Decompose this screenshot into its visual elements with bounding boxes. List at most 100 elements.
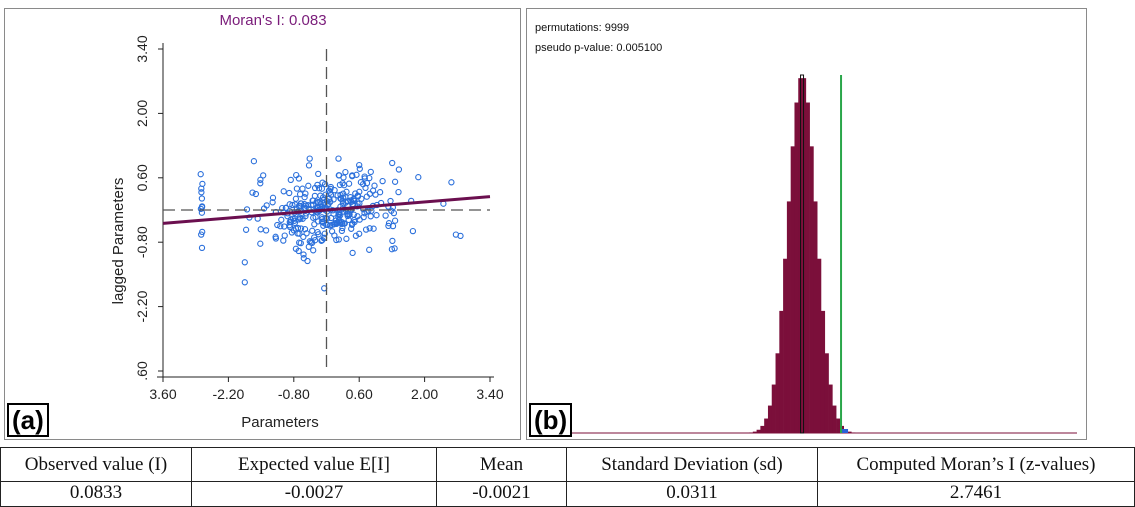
value-observed: 0.0833 bbox=[1, 482, 192, 507]
chart-title: Moran's I: 0.083 bbox=[219, 12, 326, 29]
x-tick-label: -0.80 bbox=[278, 386, 310, 402]
scatter-point bbox=[410, 229, 415, 234]
scatter-point bbox=[281, 189, 286, 194]
x-tick-label: 2.00 bbox=[411, 386, 438, 402]
y-tick-label: 0.60 bbox=[134, 164, 150, 191]
scatter-point bbox=[244, 227, 249, 232]
scatter-point bbox=[416, 175, 421, 180]
scatter-point bbox=[390, 160, 395, 165]
header-sd: Standard Deviation (sd) bbox=[567, 448, 818, 482]
scatter-point bbox=[199, 245, 204, 250]
scatter-point bbox=[367, 247, 372, 252]
histogram-bar bbox=[825, 353, 829, 433]
y-axis-label: lagged Parameters bbox=[110, 178, 127, 305]
scatter-point bbox=[288, 177, 293, 182]
scatter-point bbox=[449, 180, 454, 185]
scatter-point bbox=[293, 196, 298, 201]
histogram-bar bbox=[829, 385, 833, 433]
scatter-point bbox=[347, 181, 352, 186]
scatter-point bbox=[287, 190, 292, 195]
scatter-point bbox=[307, 156, 312, 161]
scatter-point bbox=[306, 163, 311, 168]
table-header-row: Observed value (I) Expected value E[I] M… bbox=[1, 448, 1135, 482]
scatter-point bbox=[380, 179, 385, 184]
scatter-point bbox=[396, 167, 401, 172]
table-row: 0.0833 -0.0027 -0.0021 0.0311 2.7461 bbox=[1, 482, 1135, 507]
histogram-bar bbox=[783, 259, 787, 433]
histogram-bar bbox=[772, 385, 776, 433]
scatter-point bbox=[393, 179, 398, 184]
scatter-point bbox=[242, 280, 247, 285]
histogram-bar bbox=[768, 406, 772, 433]
x-axis-label: Parameters bbox=[241, 414, 319, 431]
histogram-bar bbox=[787, 201, 791, 433]
histogram-bar bbox=[802, 78, 806, 433]
scatter-point bbox=[367, 191, 372, 196]
y-tick-label: -2.20 bbox=[134, 290, 150, 322]
value-zvalue: 2.7461 bbox=[818, 482, 1135, 507]
x-tick-label: -2.20 bbox=[212, 386, 244, 402]
scatter-point bbox=[393, 218, 398, 223]
scatter-point bbox=[264, 228, 269, 233]
histogram-bar bbox=[764, 419, 768, 433]
scatter-point bbox=[350, 250, 355, 255]
histogram-bar bbox=[757, 430, 761, 433]
scatter-point bbox=[341, 175, 346, 180]
scatter-point bbox=[312, 193, 317, 198]
scatter-point bbox=[301, 234, 306, 239]
scatter-point bbox=[301, 252, 306, 257]
histogram-bar bbox=[749, 432, 753, 433]
panel-label-b: (b) bbox=[529, 403, 572, 437]
histogram-bar bbox=[817, 259, 821, 433]
scatter-point bbox=[343, 170, 348, 175]
scatter-point bbox=[372, 183, 377, 188]
value-sd: 0.0311 bbox=[567, 482, 818, 507]
scatter-point bbox=[279, 217, 284, 222]
scatter-point bbox=[251, 159, 256, 164]
scatter-point bbox=[311, 248, 316, 253]
p-value-annotation: pseudo p-value: 0.005100 bbox=[535, 42, 662, 54]
header-zvalue: Computed Moran’s I (z-values) bbox=[818, 448, 1135, 482]
y-tick-label: 3.40 bbox=[134, 35, 150, 62]
permutation-histogram-panel: permutations: 9999 pseudo p-value: 0.005… bbox=[526, 8, 1087, 440]
histogram-bar bbox=[753, 432, 757, 433]
scatter-point bbox=[396, 190, 401, 195]
moran-scatter-panel: 3.60 -2.20 -0.80 0.60 2.00 3.40 3.40 2.00 0.60 -0… bbox=[4, 8, 521, 440]
histogram-bar bbox=[813, 201, 817, 433]
histogram-bar bbox=[836, 419, 840, 433]
header-mean: Mean bbox=[437, 448, 567, 482]
moran-scatter-plot: 3.60 -2.20 -0.80 0.60 2.00 3.40 3.40 2.00 0.60 -0… bbox=[5, 9, 520, 439]
value-expected: -0.0027 bbox=[192, 482, 437, 507]
y-tick-label: .60 bbox=[134, 361, 150, 381]
histogram-bar bbox=[832, 406, 836, 433]
scatter-point bbox=[306, 183, 311, 188]
scatter-point bbox=[312, 222, 317, 227]
scatter-point bbox=[258, 241, 263, 246]
scatter-point bbox=[242, 260, 247, 265]
histogram-bar bbox=[791, 146, 795, 433]
x-tick-label: 0.60 bbox=[346, 386, 373, 402]
scatter-point bbox=[258, 177, 263, 182]
histogram-bar bbox=[794, 103, 798, 433]
moran-statistics-table: Observed value (I) Expected value E[I] M… bbox=[0, 447, 1135, 507]
scatter-point bbox=[258, 227, 263, 232]
scatter-point bbox=[332, 233, 337, 238]
x-tick-label: 3.60 bbox=[149, 386, 176, 402]
histogram-bar bbox=[779, 311, 783, 433]
scatter-point bbox=[310, 228, 315, 233]
scatter-point bbox=[374, 213, 379, 218]
x-tick-label: 3.40 bbox=[476, 386, 503, 402]
histogram-bar bbox=[847, 432, 851, 433]
scatter-point bbox=[199, 190, 204, 195]
scatter-point bbox=[198, 172, 203, 177]
scatter-point bbox=[368, 214, 373, 219]
histogram-bar bbox=[760, 426, 764, 433]
y-tick-label: 2.00 bbox=[134, 100, 150, 127]
permutations-annotation: permutations: 9999 bbox=[535, 22, 629, 34]
scatter-point bbox=[294, 186, 299, 191]
scatter-point bbox=[390, 238, 395, 243]
panel-label-a: (a) bbox=[7, 403, 49, 437]
histogram-bar bbox=[776, 353, 780, 433]
scatter-point bbox=[302, 195, 307, 200]
y-tick-label: -0.80 bbox=[134, 226, 150, 258]
